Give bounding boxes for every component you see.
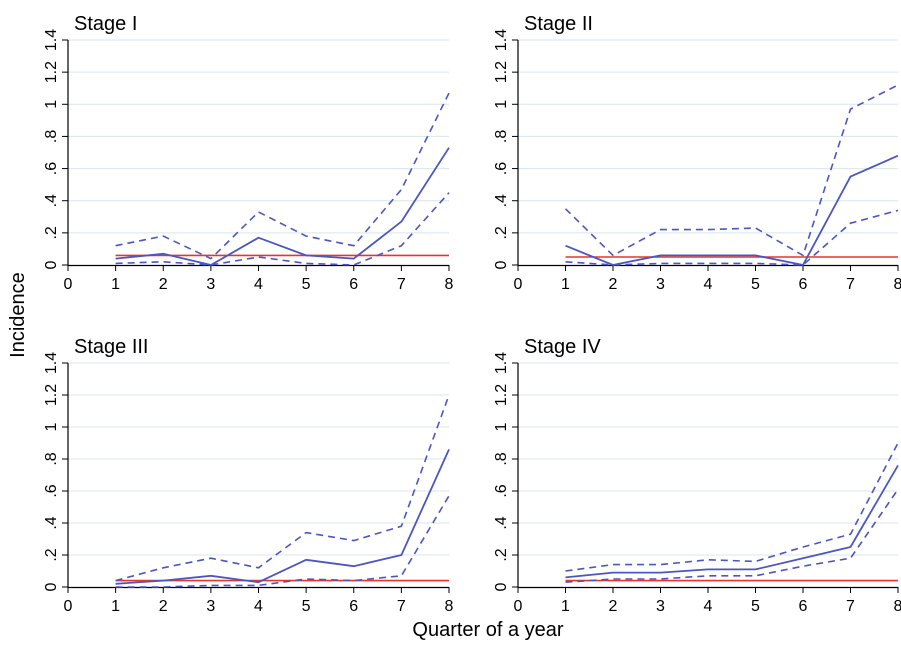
y-tick-label: .2 [493,548,510,561]
x-tick-label: 8 [894,598,901,615]
y-tick-label: 1.4 [43,352,60,374]
x-tick-label: 4 [254,598,263,615]
x-tick-label: 1 [111,276,120,293]
y-tick-label: 0 [493,582,510,591]
y-tick-label: .6 [43,162,60,175]
y-tick-label: 1 [43,100,60,109]
y-tick-label: 1.2 [493,384,510,406]
lower-line [115,192,450,266]
y-tick-label: .8 [43,452,60,465]
estimate-line [565,154,899,266]
panel-title: Stage II [524,13,593,35]
estimate-line [115,147,450,266]
y-tick-label: .6 [493,484,510,497]
x-axis-label: Quarter of a year [412,619,564,641]
x-tick-label: 8 [445,598,454,615]
x-tick-label: 8 [445,276,454,293]
panel-title: Stage IV [524,336,601,358]
y-tick-label: .8 [493,452,510,465]
x-tick-label: 6 [349,598,358,615]
x-tick-label: 7 [846,276,855,293]
y-tick-label: .2 [43,226,60,239]
x-tick-label: 2 [609,598,618,615]
y-tick-label: .4 [493,516,510,529]
x-tick-label: 3 [206,276,215,293]
x-tick-label: 8 [894,276,901,293]
panel-title: Stage III [74,336,149,358]
y-tick-label: .4 [43,194,60,207]
panel-3: 0 .2 .4 .6 .8 1 1.2 1.4 0 1 2 3 4 5 6 7 8 Stage III [43,336,454,615]
x-tick-label: 0 [64,598,73,615]
upper-line [115,92,450,260]
y-tick-label: .2 [493,226,510,239]
lower-line [565,488,899,583]
x-tick-label: 6 [349,276,358,293]
estimate-line [565,464,899,579]
upper-line [565,442,899,572]
x-tick-label: 5 [751,276,760,293]
y-tick-label: 0 [493,260,510,269]
x-tick-label: 5 [751,598,760,615]
x-tick-label: 1 [561,276,570,293]
x-tick-label: 6 [799,276,808,293]
x-tick-label: 4 [704,276,713,293]
y-tick-label: .6 [43,484,60,497]
y-tick-label: 0 [43,260,60,269]
y-tick-label: 1 [493,422,510,431]
x-tick-label: 2 [159,598,168,615]
x-tick-label: 4 [254,276,263,293]
y-tick-label: 1 [43,422,60,431]
x-tick-label: 2 [609,276,618,293]
x-tick-label: 7 [397,276,406,293]
y-tick-label: .2 [43,548,60,561]
y-tick-label: 1.2 [493,61,510,83]
upper-line [115,394,450,582]
panel-4: 0 .2 .4 .6 .8 1 1.2 1.4 0 1 2 3 4 5 6 7 8 Stage IV [493,336,901,615]
panel-title: Stage I [74,13,137,35]
x-tick-label: 2 [159,276,168,293]
panel-1: 0 .2 .4 .6 .8 1 1.2 1.4 0 1 2 3 4 5 6 7 8 Stage I [43,13,454,293]
y-tick-label: .4 [43,516,60,529]
y-tick-label: .6 [493,162,510,175]
x-tick-label: 0 [64,276,73,293]
x-tick-label: 3 [206,598,215,615]
estimate-line [115,449,450,585]
x-tick-label: 7 [846,598,855,615]
y-tick-label: 1 [493,100,510,109]
lower-line [115,495,450,588]
y-tick-label: 1.4 [43,29,60,51]
panel-2: 0 .2 .4 .6 .8 1 1.2 1.4 0 1 2 3 4 5 6 7 8 Stage II [493,13,901,293]
lower-line [565,209,899,266]
x-tick-label: 5 [302,276,311,293]
x-tick-label: 1 [561,598,570,615]
upper-line [564,84,899,257]
x-tick-label: 1 [111,598,120,615]
y-axis-label: Incidence [7,272,29,358]
x-tick-label: 0 [514,598,523,615]
y-tick-label: .8 [43,130,60,143]
y-tick-label: 1.2 [43,384,60,406]
x-tick-label: 6 [799,598,808,615]
x-tick-label: 3 [656,598,665,615]
x-tick-label: 3 [656,276,665,293]
y-tick-label: 1.4 [493,29,510,51]
y-tick-label: 1.4 [493,352,510,374]
x-tick-label: 4 [704,598,713,615]
x-tick-label: 5 [302,598,311,615]
y-tick-label: 0 [43,582,60,591]
y-tick-label: 1.2 [43,61,60,83]
x-tick-label: 7 [397,598,406,615]
y-tick-label: .4 [493,194,510,207]
y-tick-label: .8 [493,130,510,143]
x-tick-label: 0 [514,276,523,293]
